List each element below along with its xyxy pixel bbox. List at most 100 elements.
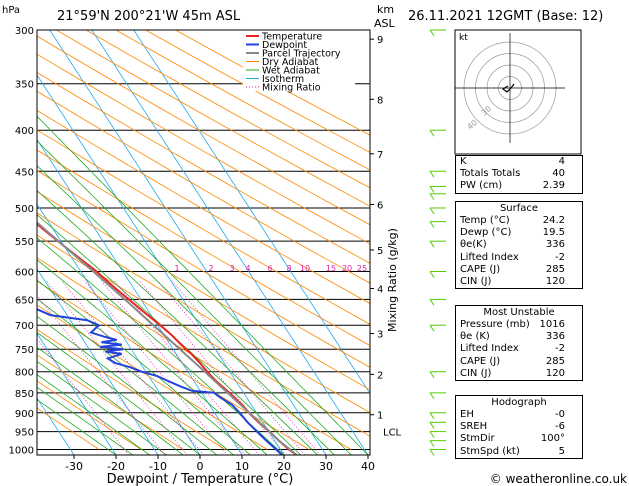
row-label: PW (cm) [460, 180, 503, 192]
row-value: 5 [558, 445, 565, 457]
pressure-tick-label: 950 [15, 428, 34, 439]
wind-barb-flag [429, 240, 435, 248]
row-value: 100° [540, 433, 565, 445]
table-row: SREH -6 [456, 421, 582, 433]
mixing-ratio-line [84, 280, 228, 455]
dry-adiabat-line [37, 90, 370, 284]
row-label: StmDir [460, 433, 495, 445]
dry-adiabat-line [145, 30, 370, 153]
wind-barb-flag [429, 170, 435, 178]
mixing-ratio-label: 20 [342, 264, 352, 273]
wet-adiabat-line [37, 315, 218, 455]
isotherm-line [37, 138, 243, 455]
pressure-tick-label: 550 [15, 237, 34, 248]
km-tick-label: 6 [377, 200, 383, 211]
wind-barb-flag [429, 299, 435, 306]
row-value: -6 [555, 421, 565, 433]
x-tick-label: 10 [235, 460, 249, 473]
wind-barb-flag [429, 371, 435, 379]
wet-adiabat-line [37, 374, 150, 455]
asl-label: ASL [374, 17, 396, 30]
table-row: Lifted Index -2 [456, 252, 582, 264]
km-tick-label: 1 [377, 411, 383, 422]
table-row: Dewp (°C) 19.5 [456, 227, 582, 239]
row-label: SREH [460, 421, 488, 433]
pressure-tick-label: 850 [15, 389, 34, 400]
wet-adiabat-line [37, 259, 268, 455]
row-label: Totals Totals [460, 168, 521, 180]
row-value: 4 [558, 156, 565, 167]
row-value: -2 [555, 251, 565, 263]
table-row: Lifted Index -2 [456, 343, 582, 355]
table-row: Pressure (mb) 1016 [456, 319, 582, 331]
row-label: CAPE (J) [460, 355, 501, 367]
pressure-tick-label: 800 [15, 368, 34, 379]
dry-adiabat-line [37, 35, 370, 226]
wind-barb-flag [429, 392, 435, 400]
dry-adiabat-line [37, 129, 370, 325]
isotherm-line [37, 332, 117, 455]
mixing-ratio-label: 6 [267, 264, 272, 273]
dry-adiabat-line [56, 30, 370, 207]
series-line-parcel-trajectory [37, 221, 298, 455]
mixing-ratio-label: 4 [245, 264, 250, 273]
wet-adiabat-line [37, 189, 318, 455]
table-row: CAPE (J) 285 [456, 264, 582, 276]
table-row: PW (cm) 2.39 [456, 180, 582, 192]
wind-barbs [429, 29, 446, 456]
x-tick-label: 40 [361, 460, 375, 473]
indices-box: K 4 Totals Totals 40 PW (cm) 2.39 [455, 155, 583, 194]
mixing-ratio-axis-label: Mixing Ratio (g/kg) [386, 228, 399, 332]
row-label: CIN (J) [460, 275, 492, 287]
wind-barb-flag [429, 449, 435, 456]
mixing-ratio-line [45, 280, 188, 455]
table-row: CIN (J) 120 [456, 276, 582, 288]
wet-adiabat-line [37, 214, 302, 455]
pressure-unit: hPa [2, 5, 20, 16]
km-tick-label: 7 [377, 150, 383, 161]
pressure-tick-label: 500 [15, 204, 34, 215]
wind-barb-flag [429, 221, 435, 228]
wet-adiabat-line [37, 279, 251, 455]
mixing-ratio-label: 25 [357, 264, 367, 273]
surface-box: Surface Temp (°C) 24.2 Dewp (°C) 19.5 θe(K) 3… [455, 201, 583, 290]
row-value: 336 [545, 331, 565, 343]
table-row: θe (K) 336 [456, 331, 582, 343]
dry-adiabat-line [37, 149, 370, 347]
row-label: θe (K) [460, 331, 490, 343]
legend-entry: Dewpoint [262, 40, 307, 51]
wet-adiabat-line [37, 386, 134, 455]
isotherm-line [91, 30, 369, 455]
row-value: 285 [545, 263, 565, 275]
mixing-ratio-line [61, 280, 204, 455]
wet-adiabat-line [37, 298, 234, 455]
row-value: 120 [545, 367, 565, 379]
x-tick-label: -20 [107, 460, 125, 473]
wet-adiabat-line [37, 360, 167, 455]
hodograph: kt 40 30 [454, 29, 582, 155]
pressure-tick-label: 1000 [9, 445, 34, 456]
row-label: K [460, 156, 467, 167]
wind-barb-flag [429, 29, 435, 37]
row-label: Pressure (mb) [460, 319, 530, 330]
pressure-tick-label: 750 [15, 345, 34, 356]
table-row: CAPE (J) 285 [456, 356, 582, 368]
km-tick-label: 9 [377, 35, 383, 46]
legend-entry: Isotherm [262, 74, 304, 85]
pressure-tick-label: 400 [15, 126, 34, 137]
wind-barb-flag [429, 431, 435, 438]
mixing-ratio-label: 10 [300, 264, 310, 273]
row-label: CAPE (J) [460, 263, 501, 275]
row-value: -0 [555, 409, 565, 420]
row-value: 1016 [539, 319, 565, 330]
dry-adiabat-line [37, 109, 370, 304]
dry-adiabat-line [37, 212, 370, 414]
mixing-ratio-line [138, 280, 286, 455]
row-value: 24.2 [542, 215, 565, 226]
wet-adiabat-line [37, 165, 335, 455]
x-tick-label: 20 [277, 460, 291, 473]
x-tick-label: -10 [149, 460, 167, 473]
row-label: Temp (°C) [460, 215, 510, 226]
